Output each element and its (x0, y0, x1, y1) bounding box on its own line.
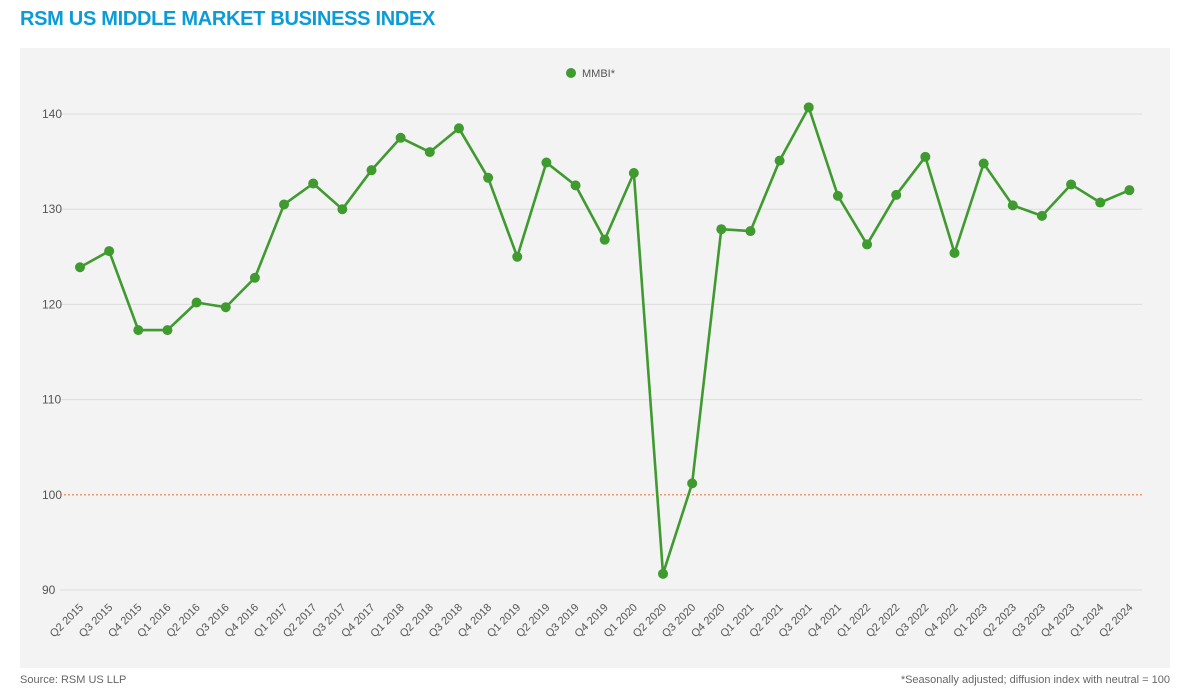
data-point (599, 234, 610, 245)
data-point (803, 102, 814, 113)
data-point (337, 204, 348, 215)
legend-label: MMBI* (582, 68, 616, 80)
data-point (366, 165, 377, 176)
data-point (862, 239, 873, 250)
data-point (920, 151, 931, 162)
data-point (891, 189, 902, 200)
data-point (191, 297, 202, 308)
data-point (1124, 185, 1135, 196)
data-point (453, 123, 464, 134)
data-point (628, 168, 639, 179)
data-point (949, 247, 960, 258)
data-point (716, 224, 727, 235)
data-point (395, 132, 406, 143)
y-tick-label: 100 (42, 488, 62, 502)
data-point (1095, 197, 1106, 208)
data-point (279, 199, 290, 210)
data-point (658, 568, 668, 579)
data-point (1036, 210, 1047, 221)
data-point (774, 155, 785, 166)
footnote: *Seasonally adjusted; diffusion index wi… (900, 674, 1170, 686)
y-tick-label: 130 (42, 202, 62, 216)
chart-title: RSM US MIDDLE MARKET BUSINESS INDEX (20, 8, 436, 30)
chart-panel (20, 48, 1170, 668)
y-tick-label: 120 (42, 297, 62, 311)
data-point (1007, 200, 1018, 211)
data-point (104, 246, 115, 257)
data-point (745, 226, 756, 237)
series-line-mmbi (79, 106, 1130, 576)
data-point (75, 262, 85, 273)
data-point (424, 147, 435, 158)
y-tick-label: 140 (42, 107, 62, 121)
data-point (220, 302, 231, 313)
data-point (249, 272, 260, 283)
source-note: Source: RSM US LLP (20, 674, 127, 686)
data-point (978, 158, 989, 169)
data-point (308, 178, 319, 189)
data-point (512, 251, 523, 262)
y-tick-label: 110 (42, 393, 61, 407)
y-tick-label: 90 (42, 583, 56, 597)
data-point (162, 325, 173, 336)
data-point (687, 478, 698, 489)
data-point (541, 157, 552, 168)
data-point (1066, 179, 1077, 190)
data-point (133, 325, 144, 336)
data-point (570, 180, 581, 191)
data-point (832, 190, 843, 201)
data-point (483, 172, 494, 183)
legend-marker (566, 68, 576, 78)
